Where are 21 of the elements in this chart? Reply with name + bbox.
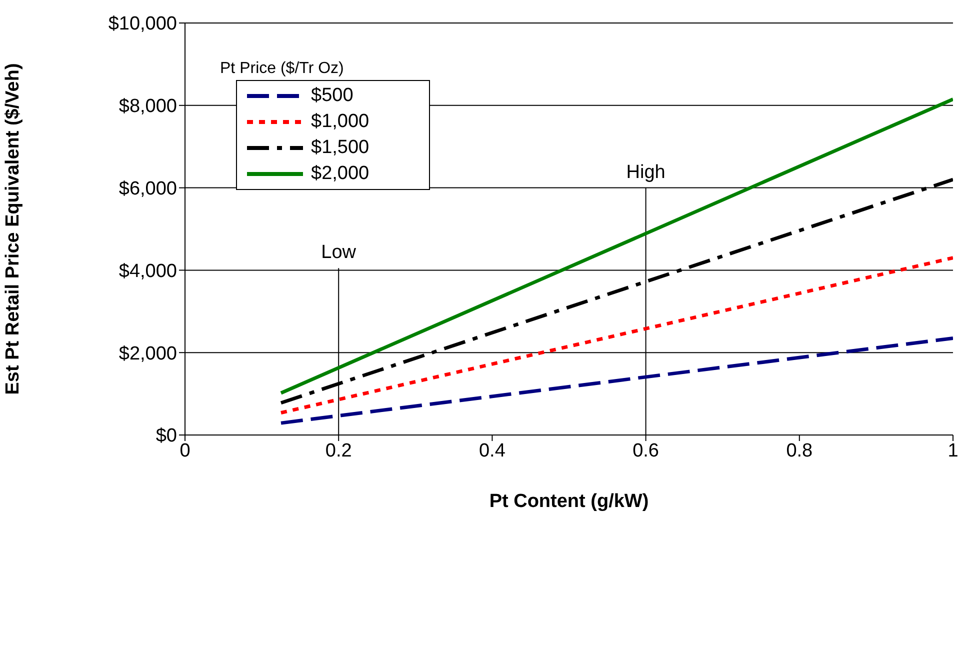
x-tick-label: 0.8 [786, 440, 813, 462]
y-axis-title: Est Pt Retail Price Equivalent ($/Veh) [2, 63, 24, 395]
ref-line-label: High [626, 162, 666, 183]
y-tick-label: $10,000 [108, 14, 177, 35]
y-tick-label: $6,000 [118, 178, 177, 200]
legend-title: Pt Price ($/Tr Oz) [220, 60, 345, 78]
y-tick-label: $2,000 [118, 343, 177, 364]
x-tick-label: 0.2 [325, 440, 352, 462]
y-tick-label: $0 [156, 426, 177, 447]
y-tick-label: $8,000 [118, 96, 177, 118]
x-axis-title: Pt Content (g/kW) [489, 491, 649, 512]
x-tick-label: 1 [948, 440, 958, 462]
x-tick-label: 0 [180, 440, 190, 462]
y-tick-label: $4,000 [118, 260, 177, 282]
legend-label: $1,000 [311, 111, 370, 133]
legend-label: $2,000 [311, 163, 370, 185]
x-tick-label: 0.4 [478, 440, 506, 462]
legend-label: $500 [311, 85, 354, 107]
legend-label: $1,500 [311, 137, 370, 159]
ref-line-label: Low [321, 242, 356, 264]
x-tick-label: 0.6 [632, 440, 660, 462]
